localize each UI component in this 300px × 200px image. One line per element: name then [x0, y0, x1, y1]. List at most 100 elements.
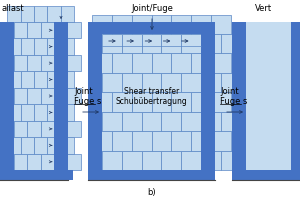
- Bar: [88, 170, 215, 180]
- Bar: [201, 112, 221, 131]
- Bar: [211, 53, 231, 73]
- Bar: [14, 22, 54, 170]
- Bar: [61, 6, 74, 22]
- Bar: [161, 112, 181, 131]
- Text: b): b): [148, 188, 156, 197]
- Bar: [61, 38, 74, 55]
- Bar: [0, 170, 73, 180]
- Bar: [191, 131, 211, 151]
- Bar: [21, 137, 34, 154]
- Bar: [201, 151, 221, 170]
- Bar: [67, 121, 81, 137]
- Bar: [41, 55, 54, 71]
- Bar: [112, 131, 132, 151]
- Bar: [21, 6, 34, 22]
- Text: Joint: Joint: [220, 88, 239, 97]
- Bar: [54, 154, 67, 170]
- Text: Fuge s: Fuge s: [74, 97, 101, 106]
- Bar: [102, 34, 201, 170]
- Bar: [152, 15, 171, 34]
- Bar: [211, 131, 231, 151]
- Bar: [152, 131, 171, 151]
- Bar: [67, 22, 81, 38]
- Bar: [201, 73, 221, 92]
- Text: allast: allast: [2, 4, 25, 13]
- Bar: [232, 22, 246, 180]
- Bar: [221, 34, 241, 53]
- Bar: [246, 22, 291, 170]
- Bar: [181, 34, 201, 53]
- Bar: [142, 73, 161, 92]
- Bar: [34, 6, 47, 22]
- Bar: [142, 151, 161, 170]
- Bar: [232, 170, 300, 180]
- Bar: [27, 55, 41, 71]
- Bar: [27, 154, 41, 170]
- Bar: [27, 88, 41, 104]
- Bar: [102, 151, 122, 170]
- Bar: [102, 112, 122, 131]
- Bar: [14, 121, 27, 137]
- Bar: [102, 73, 122, 92]
- Bar: [161, 151, 181, 170]
- Bar: [7, 137, 21, 154]
- Bar: [34, 104, 47, 121]
- Text: Fuge s: Fuge s: [220, 97, 248, 106]
- Bar: [201, 22, 215, 180]
- Bar: [41, 22, 54, 38]
- Bar: [7, 38, 21, 55]
- Bar: [14, 55, 27, 71]
- Bar: [132, 131, 152, 151]
- Bar: [221, 112, 241, 131]
- Bar: [61, 137, 74, 154]
- Text: Joint/Fuge: Joint/Fuge: [131, 4, 173, 13]
- Bar: [61, 71, 74, 88]
- Bar: [41, 88, 54, 104]
- Bar: [191, 92, 211, 112]
- Bar: [92, 92, 112, 112]
- Bar: [221, 73, 241, 92]
- Bar: [41, 154, 54, 170]
- Bar: [67, 154, 81, 170]
- Bar: [14, 154, 27, 170]
- Bar: [34, 71, 47, 88]
- Bar: [7, 104, 21, 121]
- Bar: [102, 34, 122, 53]
- Bar: [27, 121, 41, 137]
- Bar: [34, 38, 47, 55]
- Bar: [122, 34, 142, 53]
- Bar: [54, 55, 67, 71]
- Bar: [47, 6, 61, 22]
- Bar: [142, 112, 161, 131]
- Bar: [122, 73, 142, 92]
- Bar: [122, 151, 142, 170]
- Bar: [132, 53, 152, 73]
- Bar: [54, 22, 68, 180]
- Bar: [54, 22, 67, 38]
- Bar: [221, 151, 241, 170]
- Bar: [47, 137, 61, 154]
- Bar: [211, 92, 231, 112]
- Bar: [171, 15, 191, 34]
- Bar: [14, 22, 27, 38]
- Bar: [21, 38, 34, 55]
- Bar: [92, 131, 112, 151]
- Bar: [88, 22, 102, 180]
- Bar: [61, 104, 74, 121]
- Bar: [14, 88, 27, 104]
- Bar: [7, 6, 21, 22]
- Bar: [152, 53, 171, 73]
- Bar: [181, 112, 201, 131]
- Bar: [21, 104, 34, 121]
- Text: Joint: Joint: [74, 88, 93, 97]
- Bar: [211, 15, 231, 34]
- Bar: [92, 15, 112, 34]
- Bar: [132, 15, 152, 34]
- Bar: [112, 15, 132, 34]
- Bar: [34, 137, 47, 154]
- Bar: [112, 53, 132, 73]
- Bar: [142, 34, 161, 53]
- Bar: [181, 73, 201, 92]
- Bar: [171, 131, 191, 151]
- Bar: [41, 121, 54, 137]
